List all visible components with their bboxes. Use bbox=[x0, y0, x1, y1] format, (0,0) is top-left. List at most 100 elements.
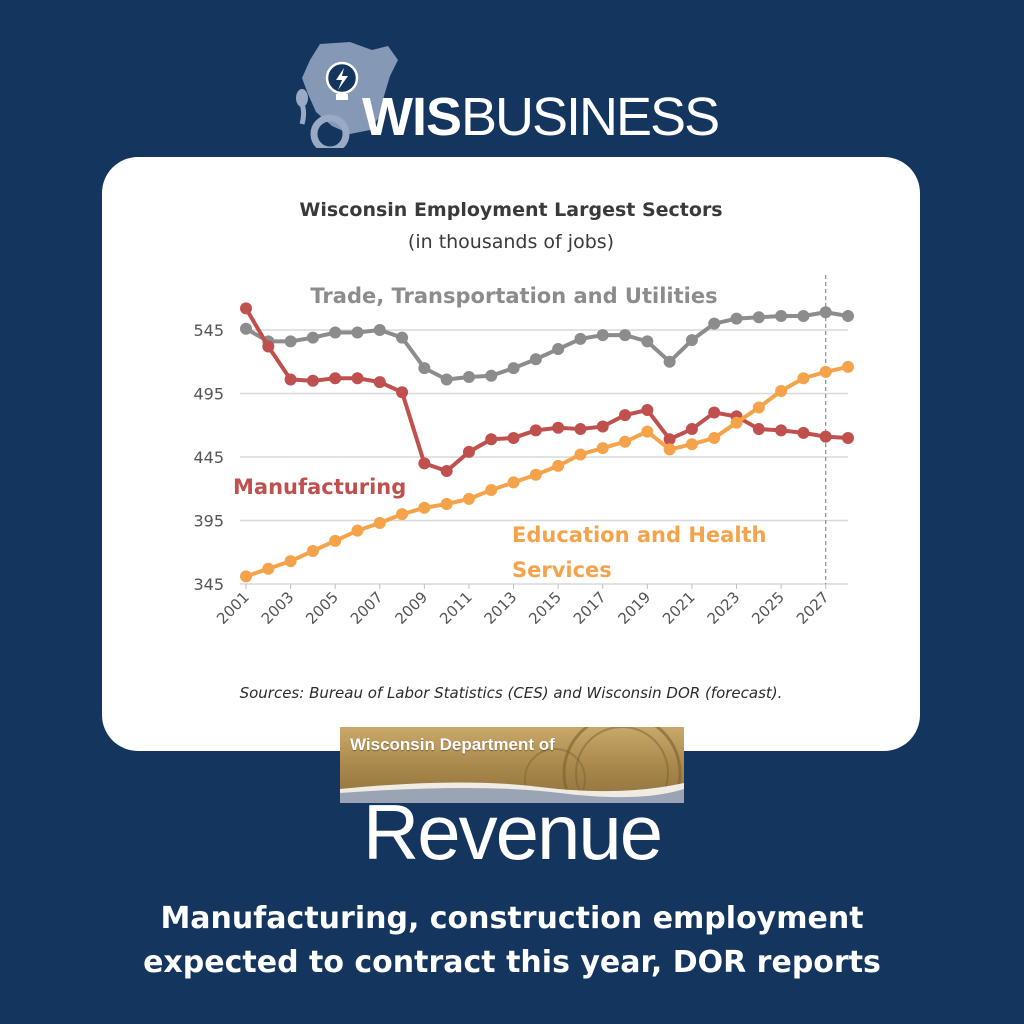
x-tick-label: 2001 bbox=[213, 588, 253, 628]
y-tick-label: 445 bbox=[193, 448, 224, 467]
series-1-point bbox=[262, 340, 275, 353]
series-0-point bbox=[752, 311, 765, 324]
y-tick-label: 545 bbox=[193, 321, 224, 340]
series-2-point bbox=[462, 492, 475, 505]
series-1-point bbox=[351, 372, 364, 385]
chart-title: Wisconsin Employment Largest Sectors bbox=[299, 199, 723, 221]
series-0-point bbox=[329, 326, 342, 339]
x-tick-label: 2019 bbox=[614, 588, 654, 628]
x-tick-label: 2007 bbox=[347, 588, 387, 628]
series-1-point bbox=[752, 423, 765, 436]
series-2-point bbox=[262, 562, 275, 575]
series-0-point bbox=[797, 310, 810, 323]
series-1-point bbox=[685, 423, 698, 436]
dor-logo-banner: Wisconsin Department of bbox=[340, 727, 684, 803]
series-1-point bbox=[485, 433, 498, 446]
series-1-point bbox=[306, 374, 319, 387]
chart-card: Wisconsin Employment Largest Sectors (in… bbox=[102, 157, 920, 751]
x-tick-label: 2013 bbox=[481, 588, 521, 628]
series-2-point bbox=[284, 555, 297, 568]
wisbusiness-logo: WISBUSINESS bbox=[280, 38, 760, 154]
series-1-point bbox=[462, 445, 475, 458]
series-1-point bbox=[641, 404, 654, 417]
series-2-point bbox=[574, 448, 587, 461]
series-0-point bbox=[284, 335, 297, 348]
series-1-point bbox=[552, 421, 565, 434]
series-0-point bbox=[351, 326, 364, 339]
x-tick-label: 2009 bbox=[391, 588, 431, 628]
series-1-point bbox=[663, 433, 676, 446]
series-0-point bbox=[730, 312, 743, 325]
dor-revenue-wordmark: Revenue bbox=[362, 788, 663, 876]
series-2-point bbox=[396, 508, 409, 521]
series-2-point bbox=[485, 484, 498, 497]
series-2-point bbox=[552, 459, 565, 472]
series-1-point bbox=[284, 373, 297, 386]
series-2-point bbox=[708, 431, 721, 444]
series-0-point bbox=[240, 322, 252, 335]
x-tick-label: 2027 bbox=[793, 588, 833, 628]
series-1-point bbox=[574, 423, 587, 436]
series-2-point bbox=[240, 570, 252, 583]
series-2-point bbox=[752, 401, 765, 414]
series-0-point bbox=[619, 329, 632, 342]
series-0-point bbox=[596, 329, 609, 342]
series-0-point bbox=[462, 370, 475, 383]
series-0-point bbox=[819, 306, 832, 319]
state-seal-icon bbox=[340, 727, 684, 803]
series-0-point bbox=[373, 324, 386, 336]
series-2-point bbox=[529, 468, 542, 481]
series-0-point bbox=[507, 362, 520, 375]
series-0-point bbox=[552, 343, 565, 356]
x-tick-label: 2017 bbox=[570, 588, 610, 628]
series-2-point bbox=[418, 501, 431, 514]
series-0-point bbox=[708, 317, 721, 330]
series-0-point bbox=[842, 310, 854, 323]
series-1-point bbox=[396, 386, 409, 399]
series-1-point bbox=[819, 430, 832, 443]
y-tick-label: 495 bbox=[193, 385, 224, 404]
x-tick-label: 2003 bbox=[258, 588, 298, 628]
x-tick-label: 2005 bbox=[302, 588, 342, 628]
x-tick-label: 2015 bbox=[525, 588, 565, 628]
series-2-point bbox=[663, 443, 676, 456]
series-label-0: Trade, Transportation and Utilities bbox=[310, 284, 717, 308]
series-0-point bbox=[440, 373, 453, 386]
series-1-point bbox=[775, 424, 788, 437]
series-0-point bbox=[685, 334, 698, 347]
x-tick-label: 2025 bbox=[748, 588, 788, 628]
series-2-point bbox=[775, 384, 788, 397]
y-tick-label: 395 bbox=[193, 512, 224, 531]
series-2-point bbox=[819, 365, 832, 378]
chart-subtitle: (in thousands of jobs) bbox=[407, 231, 615, 253]
headline: Manufacturing, construction employment e… bbox=[0, 897, 1024, 985]
series-1-point bbox=[529, 424, 542, 437]
series-0-point bbox=[418, 362, 431, 375]
series-0-point bbox=[485, 369, 498, 382]
series-1-point bbox=[440, 464, 453, 477]
series-2-point bbox=[619, 435, 632, 448]
logo-wordmark: WISBUSINESS bbox=[362, 87, 720, 147]
series-2-point bbox=[641, 425, 654, 438]
series-2-point bbox=[440, 497, 453, 510]
series-1-point bbox=[797, 426, 810, 439]
series-label-2: Education and Health bbox=[512, 523, 767, 547]
headline-line-2: expected to contract this year, DOR repo… bbox=[143, 945, 881, 980]
series-2-point bbox=[685, 438, 698, 451]
series-1-point bbox=[507, 431, 520, 444]
series-0-point bbox=[306, 331, 319, 344]
series-2-point bbox=[596, 442, 609, 455]
headline-line-1: Manufacturing, construction employment bbox=[160, 901, 864, 936]
series-2-point bbox=[730, 416, 743, 429]
series-1-point bbox=[240, 302, 252, 315]
logo-business: BUSINESS bbox=[461, 87, 720, 147]
series-0-point bbox=[641, 335, 654, 348]
series-2-point bbox=[797, 372, 810, 385]
series-2-point bbox=[507, 476, 520, 489]
series-2-point bbox=[329, 534, 342, 547]
series-1-point bbox=[842, 431, 854, 444]
series-line-2 bbox=[245, 364, 849, 579]
series-0-point bbox=[775, 310, 788, 323]
x-tick-label: 2023 bbox=[704, 588, 744, 628]
